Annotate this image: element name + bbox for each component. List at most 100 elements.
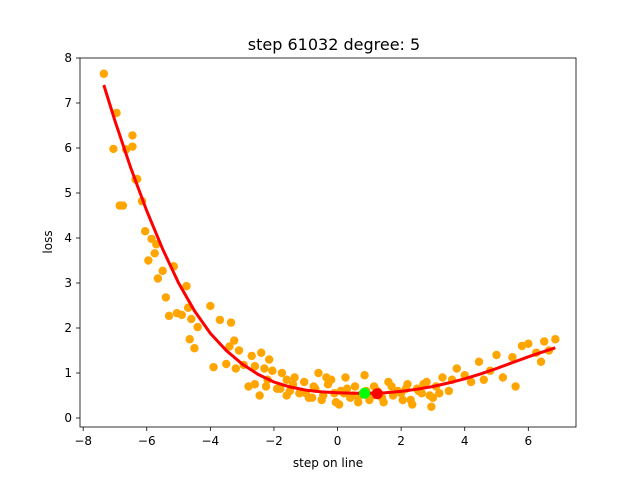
- y-tick-label: 2: [64, 321, 72, 335]
- data-point: [290, 373, 299, 382]
- data-point: [215, 315, 225, 325]
- data-point: [466, 377, 476, 387]
- data-point: [276, 384, 285, 393]
- data-point: [150, 249, 159, 258]
- data-point: [299, 377, 309, 387]
- data-point: [264, 355, 274, 364]
- data-point: [140, 227, 150, 236]
- fit-curve: [102, 84, 556, 395]
- data-point: [250, 380, 260, 389]
- data-point: [398, 395, 407, 405]
- x-tick-label: 2: [397, 434, 405, 448]
- data-point: [435, 389, 444, 398]
- data-point: [314, 368, 323, 378]
- data-point: [282, 391, 291, 400]
- data-point: [360, 371, 369, 380]
- data-point: [427, 402, 436, 411]
- y-tick-label: 7: [64, 96, 72, 110]
- data-point: [144, 256, 153, 265]
- data-point: [260, 364, 269, 373]
- data-point: [479, 375, 488, 384]
- x-tick-label: −6: [138, 434, 156, 448]
- x-tick-label: −4: [202, 434, 220, 448]
- data-point: [147, 234, 156, 244]
- y-tick-label: 8: [64, 51, 72, 65]
- data-point: [322, 373, 331, 382]
- data-point: [295, 389, 304, 398]
- data-point: [511, 382, 520, 391]
- red-marker: [371, 388, 383, 400]
- data-point: [540, 337, 549, 346]
- data-point: [128, 142, 137, 151]
- data-point: [206, 301, 215, 311]
- data-point: [161, 293, 171, 302]
- data-point: [118, 201, 128, 210]
- data-point: [517, 341, 527, 351]
- data-point: [551, 335, 560, 344]
- data-point: [277, 368, 287, 378]
- x-tick-label: 4: [461, 434, 469, 448]
- data-point: [268, 366, 277, 375]
- data-point: [492, 350, 501, 360]
- y-tick-label: 3: [64, 276, 72, 290]
- chart-title: step 61032 degree: 5: [248, 35, 420, 54]
- y-tick-label: 4: [64, 231, 72, 245]
- data-point: [187, 314, 196, 324]
- y-tick-label: 5: [64, 186, 72, 200]
- y-axis-label: loss: [41, 230, 55, 253]
- data-point: [193, 322, 202, 332]
- data-point: [438, 373, 447, 382]
- data-point: [406, 395, 415, 405]
- data-point: [177, 310, 186, 320]
- x-tick-label: −8: [74, 434, 92, 448]
- data-point: [230, 336, 239, 345]
- data-point: [474, 357, 484, 366]
- data-point: [234, 346, 244, 355]
- data-point: [341, 373, 350, 382]
- y-tick-label: 0: [64, 411, 72, 425]
- data-point: [109, 144, 118, 154]
- data-point: [231, 364, 240, 373]
- plot-area: [79, 57, 577, 428]
- data-point: [257, 348, 266, 357]
- data-point: [261, 382, 271, 391]
- data-point: [190, 344, 199, 353]
- data-point: [282, 375, 291, 384]
- data-point: [164, 311, 174, 321]
- highlight-markers: [359, 387, 383, 400]
- x-tick-label: −2: [265, 434, 283, 448]
- data-point: [158, 266, 167, 276]
- data-point: [387, 382, 396, 391]
- x-tick-label: 6: [524, 434, 532, 448]
- data-point: [128, 131, 137, 140]
- y-axis-ticks: 0 1 2 3 4 5 6 7 8: [64, 51, 80, 425]
- x-tick-label: 0: [334, 434, 342, 448]
- data-point: [334, 400, 344, 409]
- data-point: [498, 373, 508, 382]
- data-point: [307, 393, 317, 402]
- y-tick-label: 6: [64, 141, 72, 155]
- x-axis-ticks: −8 −6 −4 −2 0 2 4 6: [74, 427, 532, 448]
- data-point: [452, 364, 461, 373]
- data-point: [317, 395, 326, 405]
- data-point: [225, 342, 234, 351]
- data-point: [255, 391, 264, 400]
- data-point: [222, 359, 231, 369]
- data-point: [536, 357, 546, 366]
- data-point: [354, 398, 363, 407]
- data-point: [508, 353, 517, 362]
- data-point: [99, 69, 109, 78]
- y-tick-label: 1: [64, 366, 72, 380]
- data-point: [209, 362, 218, 372]
- data-point: [182, 281, 191, 291]
- data-point: [250, 362, 260, 371]
- data-point: [425, 391, 434, 400]
- data-point: [524, 339, 533, 348]
- data-point: [244, 382, 253, 391]
- data-point: [185, 335, 194, 344]
- axes-frame: [79, 57, 577, 428]
- data-point: [247, 351, 256, 361]
- x-axis-label: step on line: [293, 456, 363, 470]
- data-point: [153, 274, 163, 283]
